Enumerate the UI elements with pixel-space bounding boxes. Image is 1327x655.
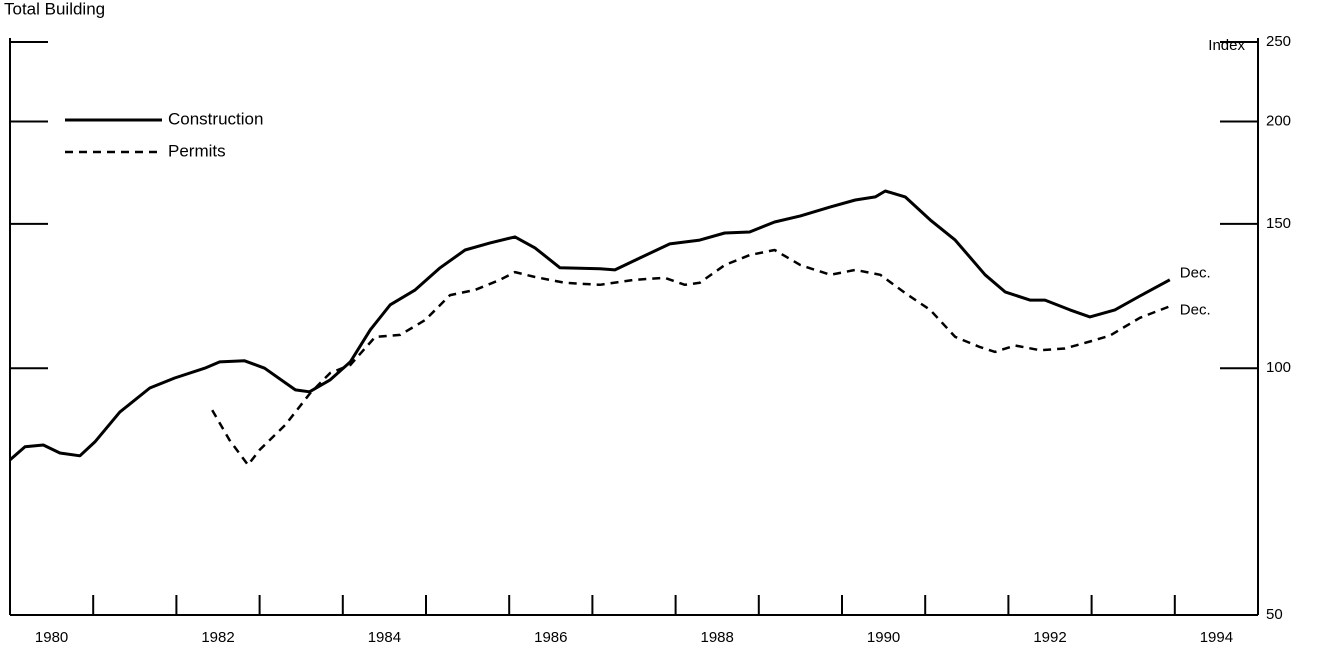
chart-title: Total Building	[4, 0, 105, 18]
x-tick-label: 1980	[35, 629, 68, 646]
line-series	[211, 248, 1171, 467]
x-tick-label: 1990	[867, 629, 900, 646]
legend-label: Permits	[168, 141, 226, 160]
x-tick-label: 1994	[1200, 629, 1233, 646]
x-tick-label: 1986	[534, 629, 567, 646]
y-tick-label: 200	[1266, 112, 1291, 129]
annotation: Dec.	[1180, 301, 1211, 318]
annotation: Dec.	[1180, 265, 1211, 282]
x-tick-label: 1988	[701, 629, 734, 646]
x-tick-label: 1984	[368, 629, 401, 646]
x-tick-label: 1982	[201, 629, 234, 646]
y-tick-label: 100	[1266, 359, 1291, 376]
y-tick-label: 50	[1266, 606, 1283, 623]
line-series	[9, 189, 1171, 462]
y-tick-label: 150	[1266, 215, 1291, 232]
x-tick-label: 1992	[1033, 629, 1066, 646]
y-tick-label: 250	[1266, 33, 1291, 50]
y-axis-label: Index	[1208, 37, 1245, 54]
legend-label: Construction	[168, 109, 263, 128]
